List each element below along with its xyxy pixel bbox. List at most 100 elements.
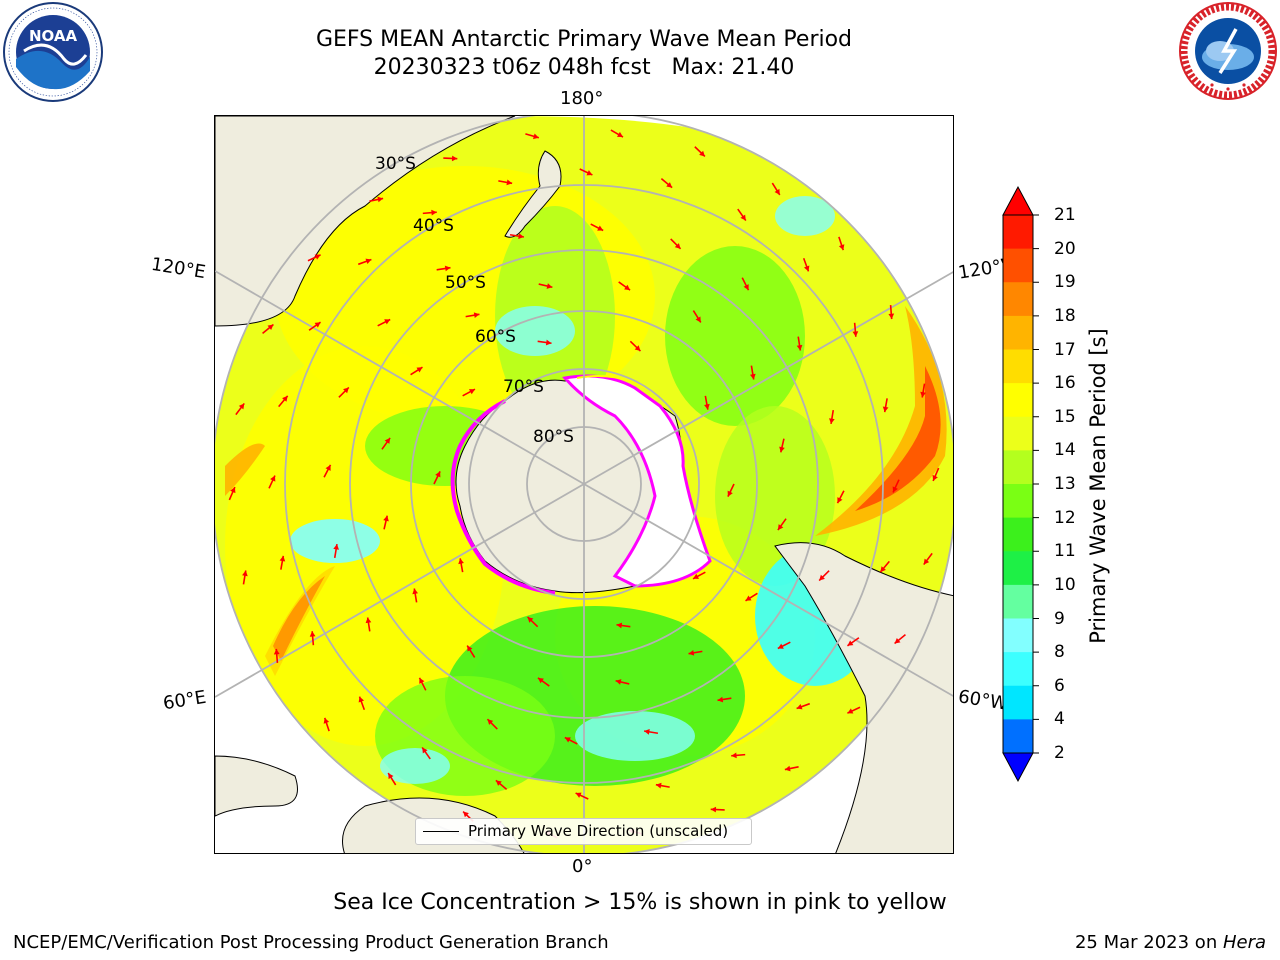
wave-arrow-head [527,616,534,623]
wave-arrow-head [383,515,389,522]
wave-arrow-head [837,497,843,504]
lat-label-40s: 40°S [413,216,454,236]
colorbar-bin [1003,584,1033,619]
wave-arrow-head [695,316,701,323]
colorbar-bin [1003,282,1033,317]
wave-arrow-head [932,474,938,481]
lon-label-0: 0° [572,856,593,877]
noaa-logo-text: NOAA [29,27,78,45]
wave-arrow-head [693,573,700,579]
wave-arrow-head [674,243,681,249]
wave-arrow-head [377,196,384,203]
wave-arrow-head [412,588,419,595]
wave-arrow-head [532,133,539,140]
footer-credit: NCEP/EMC/Verification Post Processing Pr… [13,932,609,953]
wave-arrow-head [323,717,330,724]
colorbar-tick-label: 6 [1054,675,1065,696]
south-america-land [774,542,953,853]
wave-arrow-head [892,486,898,493]
wave-arrow-head [745,595,752,601]
wave-arrow-head [731,752,737,759]
wave-arrow-head [575,792,582,798]
wave-arrow-head [777,643,784,649]
wave-arrow-head [422,747,428,754]
wave-arrow-head [506,179,513,186]
nws-logo [1179,2,1277,100]
colorbar-bin [1003,618,1033,653]
sea-ice-edge [450,399,556,595]
wave-arrow-head [740,214,746,221]
wave-arrow-head [384,437,391,444]
colorbar [1002,185,1039,783]
wave-arrow-head [419,677,425,684]
colorbar-tick-label: 18 [1054,305,1076,326]
noaa-logo: NOAA [3,2,103,102]
wave-arrow-head [710,806,717,813]
wave-arrow-head [796,703,803,710]
colorbar-bin [1003,484,1033,519]
footer-host: Hera [1222,932,1266,953]
wave-arrow-head [242,570,248,577]
colorbar-bin [1003,416,1033,451]
wave-arrow-head [238,403,245,410]
wave-arrow-head [727,490,733,497]
wave-arrow-head [473,312,480,319]
colorbar-bin [1003,517,1033,552]
wave-arrow-head [779,446,785,453]
colorbar-under-triangle [1002,752,1034,783]
wave-arrow-head [358,696,365,703]
wave-arrow-head [545,339,552,346]
wave-arrow-head [666,182,673,188]
wave-arrow-head [894,637,901,644]
wave-arrow-head [634,345,641,352]
colorbar-tick-label: 21 [1054,205,1076,225]
australia-land [215,116,516,327]
wave-arrow-head [699,150,705,157]
wave-arrow-head [267,324,274,331]
wave-arrow-head [688,649,695,656]
wave-arrow-head [458,558,464,565]
wave-arrow-head [624,284,631,291]
wave-arrow-head [880,566,886,573]
wave-arrow-head [644,729,650,735]
colorbar-bin [1003,383,1033,418]
wave-arrow-head [615,679,622,685]
colorbar-tick-label: 9 [1054,608,1065,629]
wave-arrow-head [435,471,441,478]
wave-arrow-head [388,773,394,780]
lat-label-30s: 30°S [375,154,416,174]
sea-ice-note: Sea Ice Concentration > 15% is shown in … [333,890,947,915]
legend-line-swatch [423,831,459,832]
wave-arrow-head [617,131,624,138]
lat-label-50s: 50°S [445,273,486,293]
wave-arrow-head [309,631,316,637]
colorbar-bin [1003,215,1033,250]
wave-arrow-head [586,170,593,176]
wave-arrow-head [717,696,724,703]
wave-arrow-head [749,373,756,380]
chart-subtitle: 20230323 t06z 048h fcst Max: 21.40 [373,55,795,80]
map-legend: Primary Wave Direction (unscaled) [415,818,752,845]
wave-arrow-head [803,265,810,272]
chart-title: GEFS MEAN Antarctic Primary Wave Mean Pe… [315,27,853,52]
wave-arrow-head [838,244,845,251]
colorbar-label: Primary Wave Mean Period [s] [1086,328,1110,644]
colorbar-tick-label: 16 [1054,373,1076,394]
colorbar-tick-label: 8 [1054,642,1065,663]
wave-arrow-head [468,389,475,395]
colorbar-bin [1003,248,1033,283]
wave-arrow-head [743,284,749,291]
wave-arrow-head [314,254,321,260]
colorbar-tick-label: 10 [1054,574,1076,595]
colorbar-over-triangle [1002,185,1034,216]
wave-arrow-head [597,225,604,231]
wave-arrow-head [616,622,623,629]
wave-arrow-head [923,558,930,565]
wave-arrow-head [796,344,803,351]
wave-arrow-head [546,283,553,289]
wave-arrow-head [847,708,854,714]
wave-arrow-head [829,418,835,424]
wave-arrow-head [777,524,784,531]
wave-arrow-head [416,367,423,373]
lon-label-180: 180° [560,88,604,109]
